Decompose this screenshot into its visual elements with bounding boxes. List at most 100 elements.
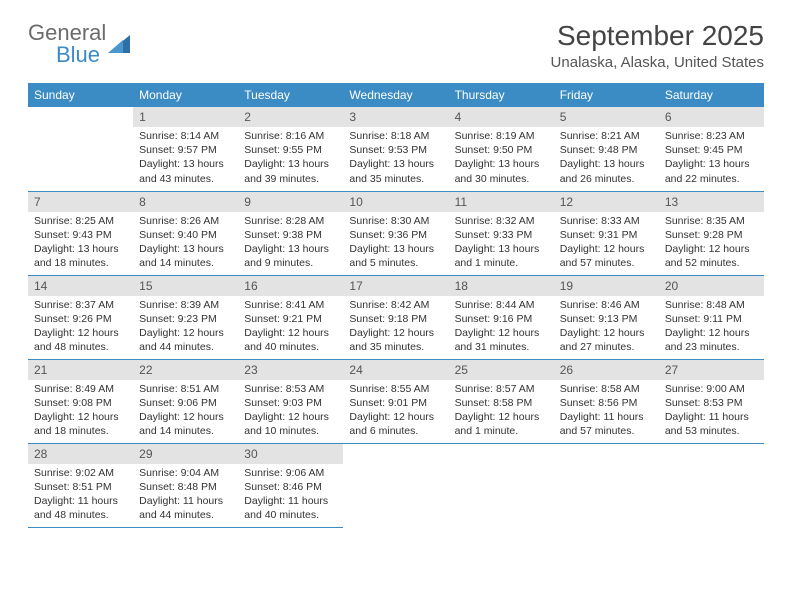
day-body: Sunrise: 9:00 AMSunset: 8:53 PMDaylight:… — [659, 380, 764, 443]
day-body: Sunrise: 8:30 AMSunset: 9:36 PMDaylight:… — [343, 212, 448, 275]
calendar-cell: 23Sunrise: 8:53 AMSunset: 9:03 PMDayligh… — [238, 359, 343, 443]
day-number: 20 — [659, 276, 764, 296]
day-body: Sunrise: 8:51 AMSunset: 9:06 PMDaylight:… — [133, 380, 238, 443]
calendar-cell: 1Sunrise: 8:14 AMSunset: 9:57 PMDaylight… — [133, 107, 238, 191]
calendar-cell: 17Sunrise: 8:42 AMSunset: 9:18 PMDayligh… — [343, 275, 448, 359]
logo-sail-icon — [108, 35, 130, 53]
day-number: 12 — [554, 192, 659, 212]
calendar-cell: 5Sunrise: 8:21 AMSunset: 9:48 PMDaylight… — [554, 107, 659, 191]
day-number: 23 — [238, 360, 343, 380]
day-number: 18 — [449, 276, 554, 296]
calendar-cell: 30Sunrise: 9:06 AMSunset: 8:46 PMDayligh… — [238, 443, 343, 527]
calendar-row: 14Sunrise: 8:37 AMSunset: 9:26 PMDayligh… — [28, 275, 764, 359]
calendar-cell: 28Sunrise: 9:02 AMSunset: 8:51 PMDayligh… — [28, 443, 133, 527]
day-number: 21 — [28, 360, 133, 380]
day-number: 16 — [238, 276, 343, 296]
day-body: Sunrise: 8:41 AMSunset: 9:21 PMDaylight:… — [238, 296, 343, 359]
weekday-header: Thursday — [449, 83, 554, 107]
calendar-cell: 2Sunrise: 8:16 AMSunset: 9:55 PMDaylight… — [238, 107, 343, 191]
day-number: 9 — [238, 192, 343, 212]
weekday-header-row: Sunday Monday Tuesday Wednesday Thursday… — [28, 83, 764, 107]
calendar-cell — [343, 443, 448, 527]
day-number: 6 — [659, 107, 764, 127]
day-number: 7 — [28, 192, 133, 212]
day-body: Sunrise: 8:14 AMSunset: 9:57 PMDaylight:… — [133, 127, 238, 190]
day-number: 22 — [133, 360, 238, 380]
calendar-cell — [449, 443, 554, 527]
calendar-cell: 6Sunrise: 8:23 AMSunset: 9:45 PMDaylight… — [659, 107, 764, 191]
day-body: Sunrise: 8:33 AMSunset: 9:31 PMDaylight:… — [554, 212, 659, 275]
day-number: 10 — [343, 192, 448, 212]
calendar-cell: 25Sunrise: 8:57 AMSunset: 8:58 PMDayligh… — [449, 359, 554, 443]
calendar-cell: 10Sunrise: 8:30 AMSunset: 9:36 PMDayligh… — [343, 191, 448, 275]
calendar-cell: 27Sunrise: 9:00 AMSunset: 8:53 PMDayligh… — [659, 359, 764, 443]
day-number: 3 — [343, 107, 448, 127]
calendar-cell — [659, 443, 764, 527]
calendar-cell: 24Sunrise: 8:55 AMSunset: 9:01 PMDayligh… — [343, 359, 448, 443]
day-number: 15 — [133, 276, 238, 296]
day-body: Sunrise: 8:53 AMSunset: 9:03 PMDaylight:… — [238, 380, 343, 443]
weekday-header: Wednesday — [343, 83, 448, 107]
day-body: Sunrise: 8:39 AMSunset: 9:23 PMDaylight:… — [133, 296, 238, 359]
title-block: September 2025 Unalaska, Alaska, United … — [551, 20, 764, 71]
day-number: 17 — [343, 276, 448, 296]
day-body: Sunrise: 9:06 AMSunset: 8:46 PMDaylight:… — [238, 464, 343, 527]
calendar-cell: 20Sunrise: 8:48 AMSunset: 9:11 PMDayligh… — [659, 275, 764, 359]
day-body: Sunrise: 8:18 AMSunset: 9:53 PMDaylight:… — [343, 127, 448, 190]
day-body: Sunrise: 8:42 AMSunset: 9:18 PMDaylight:… — [343, 296, 448, 359]
day-body: Sunrise: 9:04 AMSunset: 8:48 PMDaylight:… — [133, 464, 238, 527]
calendar-cell: 22Sunrise: 8:51 AMSunset: 9:06 PMDayligh… — [133, 359, 238, 443]
calendar-page: General Blue September 2025 Unalaska, Al… — [0, 0, 792, 548]
day-number: 2 — [238, 107, 343, 127]
day-body: Sunrise: 8:49 AMSunset: 9:08 PMDaylight:… — [28, 380, 133, 443]
weekday-header: Tuesday — [238, 83, 343, 107]
calendar-row: 21Sunrise: 8:49 AMSunset: 9:08 PMDayligh… — [28, 359, 764, 443]
day-body: Sunrise: 8:32 AMSunset: 9:33 PMDaylight:… — [449, 212, 554, 275]
calendar-cell: 9Sunrise: 8:28 AMSunset: 9:38 PMDaylight… — [238, 191, 343, 275]
day-body: Sunrise: 8:55 AMSunset: 9:01 PMDaylight:… — [343, 380, 448, 443]
calendar-cell: 14Sunrise: 8:37 AMSunset: 9:26 PMDayligh… — [28, 275, 133, 359]
calendar-table: Sunday Monday Tuesday Wednesday Thursday… — [28, 83, 764, 528]
weekday-header: Friday — [554, 83, 659, 107]
day-body: Sunrise: 8:46 AMSunset: 9:13 PMDaylight:… — [554, 296, 659, 359]
calendar-cell: 3Sunrise: 8:18 AMSunset: 9:53 PMDaylight… — [343, 107, 448, 191]
calendar-cell: 18Sunrise: 8:44 AMSunset: 9:16 PMDayligh… — [449, 275, 554, 359]
day-body: Sunrise: 8:57 AMSunset: 8:58 PMDaylight:… — [449, 380, 554, 443]
day-number: 30 — [238, 444, 343, 464]
calendar-row: 1Sunrise: 8:14 AMSunset: 9:57 PMDaylight… — [28, 107, 764, 191]
calendar-cell: 4Sunrise: 8:19 AMSunset: 9:50 PMDaylight… — [449, 107, 554, 191]
calendar-cell: 12Sunrise: 8:33 AMSunset: 9:31 PMDayligh… — [554, 191, 659, 275]
calendar-cell: 8Sunrise: 8:26 AMSunset: 9:40 PMDaylight… — [133, 191, 238, 275]
header: General Blue September 2025 Unalaska, Al… — [28, 20, 764, 71]
day-body: Sunrise: 8:23 AMSunset: 9:45 PMDaylight:… — [659, 127, 764, 190]
day-body: Sunrise: 8:26 AMSunset: 9:40 PMDaylight:… — [133, 212, 238, 275]
calendar-cell: 21Sunrise: 8:49 AMSunset: 9:08 PMDayligh… — [28, 359, 133, 443]
calendar-cell: 15Sunrise: 8:39 AMSunset: 9:23 PMDayligh… — [133, 275, 238, 359]
logo: General Blue — [28, 20, 130, 68]
day-body: Sunrise: 8:37 AMSunset: 9:26 PMDaylight:… — [28, 296, 133, 359]
calendar-cell: 26Sunrise: 8:58 AMSunset: 8:56 PMDayligh… — [554, 359, 659, 443]
day-body: Sunrise: 8:25 AMSunset: 9:43 PMDaylight:… — [28, 212, 133, 275]
day-body: Sunrise: 8:35 AMSunset: 9:28 PMDaylight:… — [659, 212, 764, 275]
logo-word-blue: Blue — [56, 42, 106, 68]
calendar-cell: 19Sunrise: 8:46 AMSunset: 9:13 PMDayligh… — [554, 275, 659, 359]
day-number: 25 — [449, 360, 554, 380]
calendar-cell — [28, 107, 133, 191]
location: Unalaska, Alaska, United States — [551, 54, 764, 71]
day-number: 4 — [449, 107, 554, 127]
month-title: September 2025 — [551, 20, 764, 52]
weekday-header: Saturday — [659, 83, 764, 107]
day-number: 29 — [133, 444, 238, 464]
day-body: Sunrise: 8:16 AMSunset: 9:55 PMDaylight:… — [238, 127, 343, 190]
day-body: Sunrise: 8:48 AMSunset: 9:11 PMDaylight:… — [659, 296, 764, 359]
calendar-cell: 13Sunrise: 8:35 AMSunset: 9:28 PMDayligh… — [659, 191, 764, 275]
day-number: 1 — [133, 107, 238, 127]
calendar-cell: 16Sunrise: 8:41 AMSunset: 9:21 PMDayligh… — [238, 275, 343, 359]
day-body: Sunrise: 9:02 AMSunset: 8:51 PMDaylight:… — [28, 464, 133, 527]
day-number: 8 — [133, 192, 238, 212]
day-body: Sunrise: 8:21 AMSunset: 9:48 PMDaylight:… — [554, 127, 659, 190]
calendar-cell: 7Sunrise: 8:25 AMSunset: 9:43 PMDaylight… — [28, 191, 133, 275]
calendar-body: 1Sunrise: 8:14 AMSunset: 9:57 PMDaylight… — [28, 107, 764, 527]
day-number: 26 — [554, 360, 659, 380]
calendar-cell: 29Sunrise: 9:04 AMSunset: 8:48 PMDayligh… — [133, 443, 238, 527]
